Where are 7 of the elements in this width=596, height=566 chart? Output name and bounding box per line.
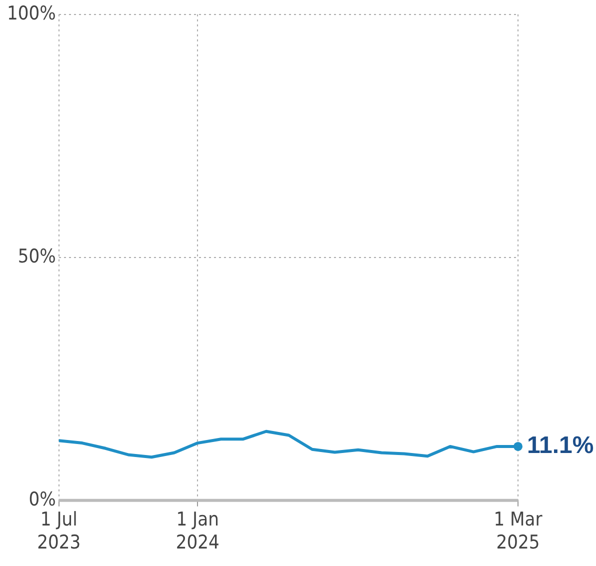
- x-tick-label: 1 Jan 2024: [176, 508, 220, 554]
- y-tick-label: 100%: [6, 2, 56, 24]
- y-tick-label: 0%: [28, 488, 56, 510]
- x-tick-label: 1 Mar 2025: [494, 508, 544, 554]
- x-tick-label: 1 Jul 2023: [37, 508, 81, 554]
- y-tick-label: 50%: [18, 245, 56, 268]
- annotation: 11.1%: [527, 432, 594, 460]
